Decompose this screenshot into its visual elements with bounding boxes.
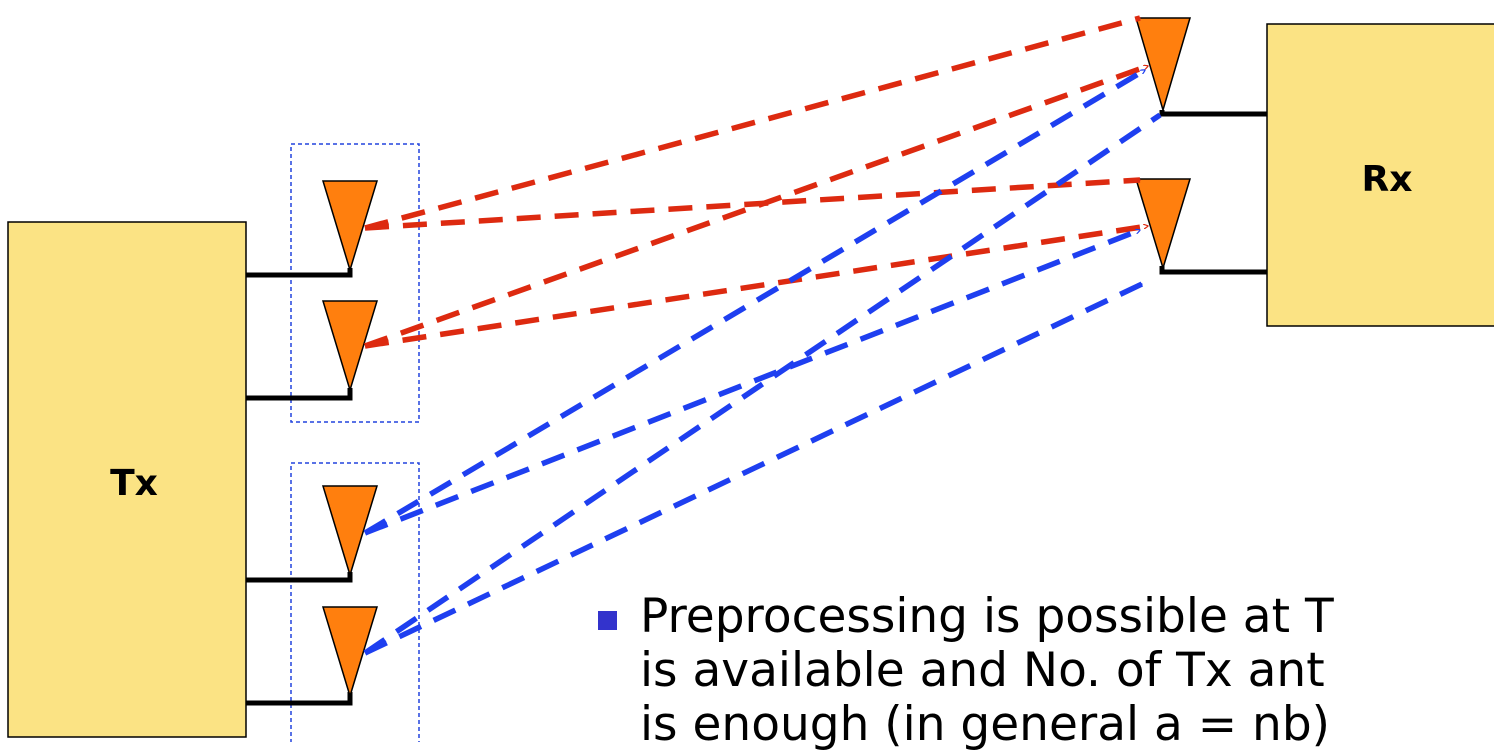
red-link bbox=[364, 177, 1140, 231]
bullet-line-2: is available and No. of Tx ant bbox=[640, 643, 1325, 698]
rx-antennas bbox=[1134, 17, 1192, 271]
tx-box bbox=[7, 221, 247, 738]
bullet-marker bbox=[598, 611, 617, 630]
bullet-text: Preprocessing is possible at T is availa… bbox=[640, 590, 1494, 752]
red-link bbox=[364, 63, 1148, 349]
antenna-group-1 bbox=[290, 143, 420, 423]
blue-link bbox=[363, 112, 1162, 656]
rx-antenna-1 bbox=[1134, 17, 1192, 113]
tx-antenna-3 bbox=[321, 485, 379, 578]
blue-link bbox=[363, 227, 1140, 536]
rx-label: Rx bbox=[1362, 159, 1413, 200]
bullet-line-1: Preprocessing is possible at T bbox=[640, 589, 1334, 644]
antenna-group-2 bbox=[290, 462, 420, 742]
tx-antennas bbox=[321, 180, 379, 699]
tx-antenna-2 bbox=[321, 300, 379, 393]
red-link bbox=[364, 15, 1140, 231]
tx-antenna-1 bbox=[321, 180, 379, 273]
bullet-line-3: is enough (in general a = nb) bbox=[640, 697, 1331, 752]
tx-antenna-4 bbox=[321, 606, 379, 699]
red-links bbox=[364, 15, 1148, 349]
blue-link bbox=[363, 281, 1142, 656]
red-link bbox=[364, 223, 1148, 349]
rx-antenna-2 bbox=[1134, 178, 1192, 271]
blue-links bbox=[363, 67, 1162, 656]
rx-feed-lines bbox=[1159, 110, 1267, 275]
tx-label: Tx bbox=[110, 463, 158, 504]
rx-box bbox=[1266, 23, 1494, 327]
